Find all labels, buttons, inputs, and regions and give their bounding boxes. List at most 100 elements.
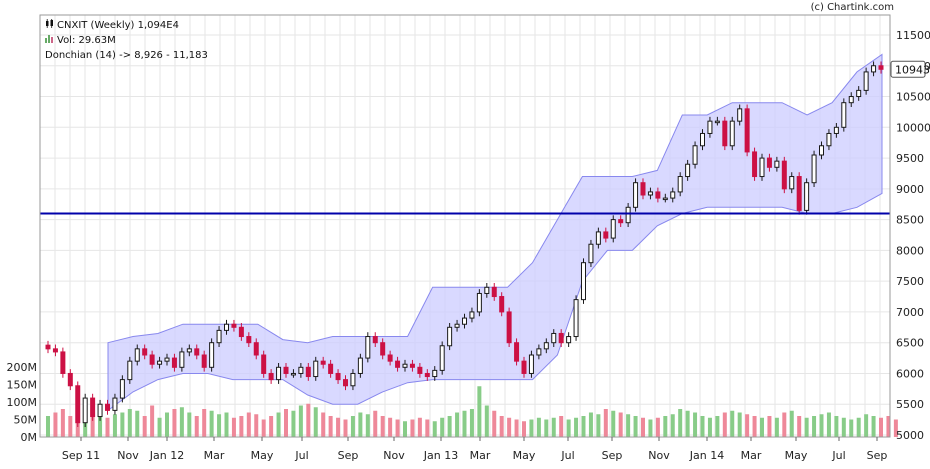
volume-bar [365, 414, 370, 437]
volume-bar [187, 412, 192, 437]
candle-body [67, 372, 73, 387]
candle-body [328, 363, 334, 374]
candle-body [186, 348, 192, 353]
volume-bar [150, 405, 155, 437]
volume-bar [112, 414, 117, 437]
price-tick-label: 9000 [896, 183, 924, 196]
price-tick-label: 8500 [896, 214, 924, 227]
candle-body [380, 342, 386, 356]
volume-bar [566, 419, 571, 437]
candle-body [514, 342, 520, 362]
candle-body [454, 323, 460, 328]
candle-body [566, 336, 572, 344]
candle-body [283, 366, 289, 374]
volume-bar [737, 412, 742, 437]
legend-donchian: Donchian (14) -> 8,926 - 11,183 [45, 48, 208, 63]
candle-body [588, 243, 594, 264]
candle-body [149, 354, 155, 365]
volume-bar [789, 410, 794, 437]
x-tick-label: Jul [294, 449, 308, 462]
candle-body [484, 286, 490, 294]
volume-bar [551, 417, 556, 437]
volume-bar [826, 412, 831, 437]
legend-donchian-label: Donchian (14) -> 8,926 - 11,183 [45, 50, 208, 61]
candle-body [424, 372, 430, 378]
price-tick-label: 6500 [896, 337, 924, 350]
candle-body [655, 191, 661, 199]
volume-bar [291, 410, 296, 437]
volume-bar [432, 421, 437, 437]
candle-body [432, 369, 438, 378]
candle-body [142, 348, 148, 356]
volume-bar [165, 412, 169, 437]
candle-body [744, 108, 750, 153]
candle-body [863, 71, 869, 91]
volume-bar [536, 417, 541, 437]
volume-bar [410, 419, 415, 437]
volume-bar [298, 405, 303, 437]
chart-frame [39, 14, 891, 438]
last-price-tag-box [890, 60, 926, 78]
price-tick-label: 6000 [896, 367, 924, 380]
candle-body [365, 336, 371, 359]
volume-bar [98, 405, 103, 437]
candle-body [506, 311, 512, 344]
candle-body [662, 197, 668, 201]
x-tick-label: May [513, 449, 536, 462]
candle-body [737, 108, 743, 122]
volume-bar [707, 417, 712, 437]
candle-body [372, 336, 378, 344]
volume-bar [142, 416, 147, 437]
price-tick-label: 10000 [896, 121, 930, 134]
candle-body [729, 120, 735, 147]
candle-body [335, 372, 341, 381]
candle-body [462, 317, 467, 325]
legend-volume: Vol: 29.63M [45, 33, 208, 48]
legend-price-label: CNXIT (Weekly) 1,094E4 [57, 20, 179, 31]
x-tick-label: Jan 13 [423, 449, 458, 462]
volume-bar [507, 417, 512, 437]
candle-body [82, 397, 88, 424]
x-tick-label: May [251, 449, 274, 462]
candle-body [766, 157, 772, 168]
volume-bar [425, 419, 430, 437]
candle-body [409, 363, 415, 368]
candle-body [722, 120, 728, 147]
candle-body [528, 354, 534, 374]
volume-tick-label: 150M [7, 379, 38, 392]
volume-bar [68, 416, 73, 437]
candle-body [685, 163, 691, 178]
x-tick-label: Jan 14 [689, 449, 724, 462]
volume-bar [797, 416, 802, 437]
candle-body [796, 176, 802, 211]
candle-body [841, 102, 847, 128]
candle-body [692, 145, 698, 165]
volume-bar [350, 416, 355, 437]
volume-bar [856, 417, 861, 437]
volume-bar [730, 410, 735, 437]
candle-body [633, 182, 639, 208]
volume-bar [893, 419, 898, 437]
candle-body [714, 120, 720, 124]
candle-body [194, 348, 200, 356]
candle-body [157, 360, 163, 365]
candle-body [90, 397, 96, 418]
candle-body [261, 354, 267, 374]
candle-body [469, 311, 475, 319]
volume-bar [626, 414, 631, 437]
candle-body [573, 299, 579, 338]
volume-bar [53, 412, 58, 437]
volume-bar [440, 417, 445, 437]
candle-body [112, 397, 118, 411]
volume-bar [239, 416, 244, 437]
candle-body [789, 176, 795, 190]
last-price-tag: 10943 [895, 63, 930, 76]
candle-body [179, 351, 185, 368]
candle-body [253, 342, 259, 356]
price-tick-label: 8000 [896, 244, 924, 257]
volume-bar [484, 405, 489, 437]
volume-bar [179, 407, 184, 437]
candle-body [60, 351, 66, 374]
candle-body [521, 360, 527, 374]
price-tick-label: 11500 [896, 29, 930, 42]
